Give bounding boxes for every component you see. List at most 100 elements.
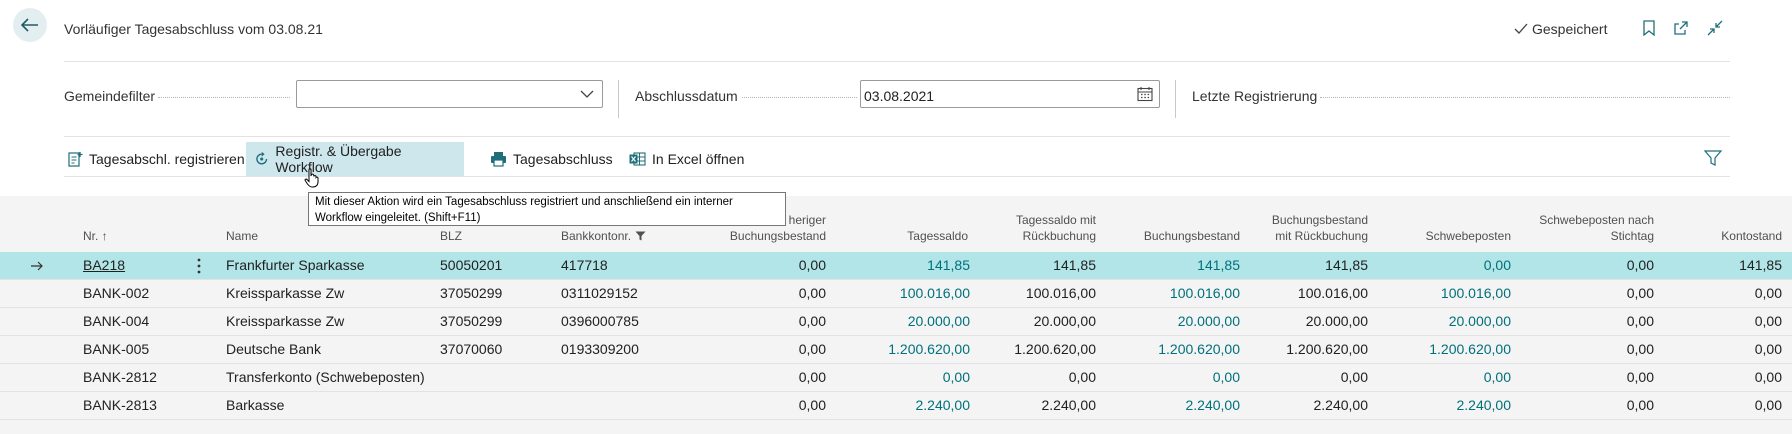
cell-account-balance: 0,00 bbox=[1754, 313, 1782, 329]
cell-pending[interactable]: 100.016,00 bbox=[1440, 285, 1511, 301]
register-daily-closing-button[interactable]: Tagesabschl. registrieren bbox=[59, 142, 253, 176]
hand-cursor-icon bbox=[304, 168, 319, 188]
cell-blz: 37070060 bbox=[440, 341, 503, 357]
column-header-nr[interactable]: Nr. ↑ bbox=[83, 229, 108, 243]
arrow-left-icon bbox=[21, 18, 38, 32]
open-in-excel-button[interactable]: In Excel öffnen bbox=[621, 142, 752, 176]
column-header-account[interactable]: Bankkontonr. bbox=[561, 228, 646, 244]
cell-booking-balance[interactable]: 100.016,00 bbox=[1169, 285, 1240, 301]
cell-booking-balance[interactable]: 20.000,00 bbox=[1177, 313, 1240, 329]
cell-booking-balance[interactable]: 2.240,00 bbox=[1185, 397, 1241, 413]
cell-daily-balance[interactable]: 2.240,00 bbox=[915, 397, 971, 413]
column-header-name[interactable]: Name bbox=[226, 229, 259, 243]
cell-prev-booking: 0,00 bbox=[798, 341, 826, 357]
cell-pending[interactable]: 1.200.620,00 bbox=[1429, 341, 1511, 357]
filter-separator bbox=[618, 80, 619, 118]
cell-booking-rev: 1.200.620,00 bbox=[1286, 341, 1368, 357]
table-row[interactable]: BANK-002 Kreissparkasse Zw 37050299 0311029… bbox=[0, 280, 1792, 308]
excel-icon bbox=[629, 152, 646, 166]
cell-booking-balance[interactable]: 1.200.620,00 bbox=[1158, 341, 1240, 357]
table-row[interactable]: BANK-005 Deutsche Bank 37070060 0193309200 0… bbox=[0, 336, 1792, 364]
cell-pending[interactable]: 2.240,00 bbox=[1456, 397, 1512, 413]
cell-pending[interactable]: 20.000,00 bbox=[1448, 313, 1511, 329]
row-actions-icon[interactable] bbox=[197, 252, 201, 279]
cell-daily-rev: 0,00 bbox=[1068, 369, 1096, 385]
action-label: Tagesabschl. registrieren bbox=[89, 151, 245, 167]
cell-daily-balance[interactable]: 141,85 bbox=[927, 257, 970, 273]
cell-account: 0396000785 bbox=[561, 313, 639, 329]
cell-blz: 37050299 bbox=[440, 285, 503, 301]
cell-account-balance: 0,00 bbox=[1754, 397, 1782, 413]
column-header-daily-balance[interactable]: Tagessaldo bbox=[907, 229, 968, 243]
table-row[interactable]: BANK-2813 Barkasse 0,00 2.240,00 2.240,00 2.2… bbox=[0, 392, 1792, 420]
column-header-booking-balance[interactable]: Buchungsbestand bbox=[1143, 229, 1240, 243]
filter-icon[interactable] bbox=[1703, 150, 1723, 171]
cell-pending-after: 0,00 bbox=[1626, 369, 1654, 385]
cell-booking-rev: 2.240,00 bbox=[1313, 397, 1369, 413]
filter-divider bbox=[64, 136, 1730, 137]
printer-icon bbox=[491, 152, 506, 167]
register-doc-icon bbox=[68, 152, 83, 167]
closing-date-label: Abschlussdatum bbox=[635, 88, 738, 104]
cell-nr[interactable]: BANK-005 bbox=[83, 341, 150, 357]
back-button[interactable] bbox=[13, 8, 47, 42]
register-workflow-button[interactable]: Registr. & Übergabe Workflow bbox=[246, 142, 464, 176]
cell-name: Transferkonto (Schwebeposten) bbox=[226, 369, 425, 385]
column-header-blz[interactable]: BLZ bbox=[440, 229, 463, 243]
column-header-booking-rev[interactable]: Buchungsbestand mit Rückbuchung bbox=[1271, 213, 1368, 243]
table-background bbox=[0, 196, 1792, 434]
cell-booking-balance[interactable]: 141,85 bbox=[1197, 257, 1240, 273]
closing-date-input[interactable] bbox=[860, 80, 1160, 108]
cell-daily-rev: 100.016,00 bbox=[1025, 285, 1096, 301]
table-row[interactable]: BA218 Frankfurter Sparkasse 50050201 417718… bbox=[0, 252, 1792, 280]
cell-daily-balance[interactable]: 100.016,00 bbox=[899, 285, 970, 301]
cell-booking-balance[interactable]: 0,00 bbox=[1212, 369, 1240, 385]
community-filter-select[interactable] bbox=[296, 80, 603, 108]
cell-prev-booking: 0,00 bbox=[798, 257, 826, 273]
calendar-icon[interactable] bbox=[1137, 86, 1153, 102]
column-header-pending-after[interactable]: Schwebeposten nach Stichtag bbox=[1539, 213, 1654, 243]
column-header-daily-rev[interactable]: Tagessaldo mit Rückbuchung bbox=[1015, 213, 1096, 243]
checkmark-icon bbox=[1514, 23, 1528, 34]
open-in-new-window-icon[interactable] bbox=[1671, 18, 1691, 38]
cell-nr[interactable]: BANK-2813 bbox=[83, 397, 157, 413]
tooltip-line-1: Mit dieser Aktion wird ein Tagesabschlus… bbox=[315, 196, 733, 208]
table-row[interactable]: BANK-004 Kreissparkasse Zw 37050299 0396000… bbox=[0, 308, 1792, 336]
closing-date-dots bbox=[742, 97, 857, 98]
cell-pending[interactable]: 0,00 bbox=[1483, 369, 1511, 385]
cell-daily-balance[interactable]: 20.000,00 bbox=[907, 313, 970, 329]
last-registration-dots bbox=[1320, 97, 1730, 98]
saved-label: Gespeichert bbox=[1532, 21, 1608, 37]
last-registration-label: Letzte Registrierung bbox=[1192, 88, 1318, 104]
column-header-account-balance[interactable]: Kontostand bbox=[1721, 229, 1782, 243]
cell-nr[interactable]: BANK-002 bbox=[83, 285, 150, 301]
bookmark-icon[interactable] bbox=[1639, 18, 1659, 38]
cell-account: 0193309200 bbox=[561, 341, 639, 357]
column-filter-icon bbox=[635, 231, 646, 241]
collapse-icon[interactable] bbox=[1705, 18, 1725, 38]
cell-prev-booking: 0,00 bbox=[798, 313, 826, 329]
cell-daily-balance[interactable]: 0,00 bbox=[942, 369, 970, 385]
action-label: Tagesabschluss bbox=[513, 151, 613, 167]
tooltip-line-2: Workflow eingeleitet. (Shift+F11) bbox=[315, 212, 481, 224]
cell-daily-balance[interactable]: 1.200.620,00 bbox=[888, 341, 970, 357]
page-title: Vorläufiger Tagesabschluss vom 03.08.21 bbox=[64, 21, 323, 37]
cell-pending-after: 0,00 bbox=[1626, 285, 1654, 301]
daily-closing-report-button[interactable]: Tagesabschluss bbox=[482, 142, 621, 176]
row-selected-arrow-icon bbox=[30, 252, 44, 279]
action-label: Registr. & Übergabe Workflow bbox=[275, 143, 402, 175]
column-header-prev-booking[interactable]: heriger Buchungsbestand bbox=[729, 213, 826, 243]
cell-pending[interactable]: 0,00 bbox=[1483, 257, 1511, 273]
cell-nr[interactable]: BA218 bbox=[83, 257, 126, 273]
cell-prev-booking: 0,00 bbox=[798, 369, 826, 385]
action-divider bbox=[64, 176, 1730, 177]
column-header-pending[interactable]: Schwebeposten bbox=[1425, 229, 1511, 243]
cell-nr[interactable]: BANK-004 bbox=[83, 313, 150, 329]
cell-pending-after: 0,00 bbox=[1626, 313, 1654, 329]
cell-prev-booking: 0,00 bbox=[798, 397, 826, 413]
cell-daily-rev: 141,85 bbox=[1053, 257, 1096, 273]
cell-pending-after: 0,00 bbox=[1626, 397, 1654, 413]
cell-nr[interactable]: BANK-2812 bbox=[83, 369, 157, 385]
closing-date-value: 03.08.2021 bbox=[864, 88, 935, 104]
table-row[interactable]: BANK-2812 Transferkonto (Schwebeposten) 0,… bbox=[0, 364, 1792, 392]
